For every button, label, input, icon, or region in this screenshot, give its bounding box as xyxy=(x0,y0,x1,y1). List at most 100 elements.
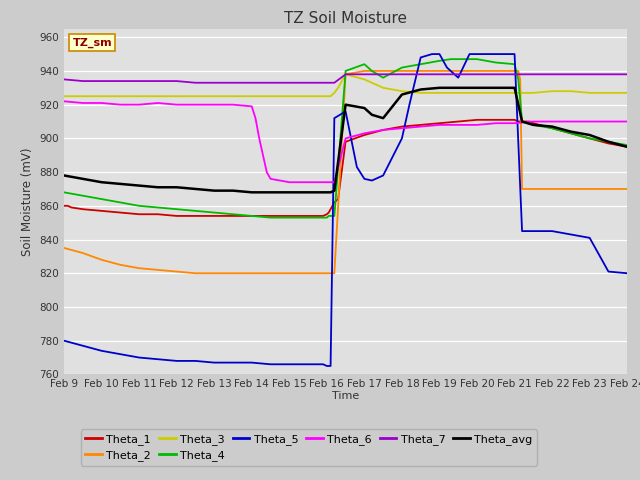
Theta_3 xyxy=(586,90,593,96)
Theta_7 xyxy=(548,72,556,77)
Theta_5 xyxy=(484,51,492,57)
Theta_7 xyxy=(154,78,162,84)
Theta_6 xyxy=(229,102,237,108)
Theta_1 xyxy=(285,213,293,219)
Theta_1 xyxy=(586,135,593,141)
Theta_7 xyxy=(380,72,387,77)
Theta_3 xyxy=(327,93,335,99)
Theta_4 xyxy=(454,56,462,62)
Theta_7 xyxy=(567,72,575,77)
Theta_2 xyxy=(327,270,335,276)
Theta_avg xyxy=(229,188,237,193)
Theta_1 xyxy=(473,117,481,123)
Theta_avg xyxy=(79,176,86,182)
Theta_1 xyxy=(328,203,336,209)
Theta_6 xyxy=(567,119,575,124)
Theta_avg xyxy=(173,184,180,190)
Theta_3 xyxy=(79,93,86,99)
Theta_4 xyxy=(492,60,500,65)
Theta_4 xyxy=(447,56,454,62)
Theta_7 xyxy=(173,78,180,84)
Line: Theta_4: Theta_4 xyxy=(64,59,627,217)
Theta_avg xyxy=(304,190,312,195)
Theta_2 xyxy=(567,186,575,192)
Theta_3 xyxy=(605,90,612,96)
Theta_avg xyxy=(323,190,331,195)
Theta_2 xyxy=(623,186,631,192)
Theta_5 xyxy=(327,363,335,369)
Theta_3 xyxy=(135,93,143,99)
Theta_2 xyxy=(60,245,68,251)
Theta_1 xyxy=(417,122,424,128)
Theta_2 xyxy=(154,267,162,273)
Theta_1 xyxy=(64,203,72,209)
Theta_avg xyxy=(285,190,293,195)
Theta_avg xyxy=(248,190,255,195)
Theta_4 xyxy=(304,215,312,220)
Theta_1 xyxy=(360,132,368,138)
Theta_5 xyxy=(173,358,180,364)
Theta_4 xyxy=(548,125,556,131)
Theta_7 xyxy=(98,78,106,84)
Theta_5 xyxy=(586,235,593,241)
Theta_5 xyxy=(443,65,451,71)
Theta_5 xyxy=(98,348,106,354)
Theta_avg xyxy=(325,190,333,195)
Theta_2 xyxy=(173,269,180,275)
Theta_4 xyxy=(79,193,86,199)
Theta_4 xyxy=(380,75,387,81)
Theta_7 xyxy=(417,72,424,77)
Theta_7 xyxy=(605,72,612,77)
Theta_7 xyxy=(60,76,68,82)
Theta_4 xyxy=(135,203,143,209)
Theta_4 xyxy=(586,135,593,141)
Theta_avg xyxy=(473,85,481,91)
Theta_6 xyxy=(492,120,500,126)
Theta_1 xyxy=(334,196,342,202)
Theta_7 xyxy=(529,72,537,77)
Theta_1 xyxy=(529,120,537,126)
Theta_7 xyxy=(304,80,312,85)
Theta_5 xyxy=(623,270,631,276)
Theta_2 xyxy=(473,68,481,74)
Line: Theta_avg: Theta_avg xyxy=(64,88,627,192)
Theta_4 xyxy=(529,122,537,128)
Theta_6 xyxy=(473,122,481,128)
Theta_5 xyxy=(154,356,162,362)
Theta_1 xyxy=(319,213,327,219)
Theta_6 xyxy=(417,124,424,130)
Theta_4 xyxy=(154,204,162,210)
Theta_1 xyxy=(323,211,331,217)
Theta_1 xyxy=(248,213,255,219)
Theta_6 xyxy=(285,180,293,185)
Theta_7 xyxy=(191,80,199,85)
Theta_6 xyxy=(154,100,162,106)
Theta_avg xyxy=(417,86,424,92)
Theta_2 xyxy=(323,270,331,276)
Theta_2 xyxy=(518,186,526,192)
Theta_1 xyxy=(503,117,511,123)
Theta_7 xyxy=(436,72,444,77)
Theta_4 xyxy=(511,61,518,67)
Theta_avg xyxy=(518,119,526,124)
Theta_7 xyxy=(492,72,500,77)
Theta_4 xyxy=(360,61,368,67)
Theta_1 xyxy=(229,213,237,219)
Theta_6 xyxy=(263,169,271,175)
Theta_5 xyxy=(417,55,424,60)
Legend: Theta_1, Theta_2, Theta_3, Theta_4, Theta_5, Theta_6, Theta_7, Theta_avg: Theta_1, Theta_2, Theta_3, Theta_4, Thet… xyxy=(81,429,537,466)
Text: TZ_sm: TZ_sm xyxy=(72,37,112,48)
Theta_6 xyxy=(330,180,338,185)
Theta_2 xyxy=(304,270,312,276)
Theta_4 xyxy=(368,68,376,74)
Theta_7 xyxy=(229,80,237,85)
Theta_3 xyxy=(492,90,500,96)
Theta_6 xyxy=(173,102,180,108)
Theta_7 xyxy=(586,72,593,77)
Theta_3 xyxy=(173,93,180,99)
Theta_1 xyxy=(525,119,533,124)
Theta_5 xyxy=(304,361,312,367)
Theta_avg xyxy=(191,186,199,192)
Theta_3 xyxy=(98,93,106,99)
Theta_2 xyxy=(398,68,406,74)
